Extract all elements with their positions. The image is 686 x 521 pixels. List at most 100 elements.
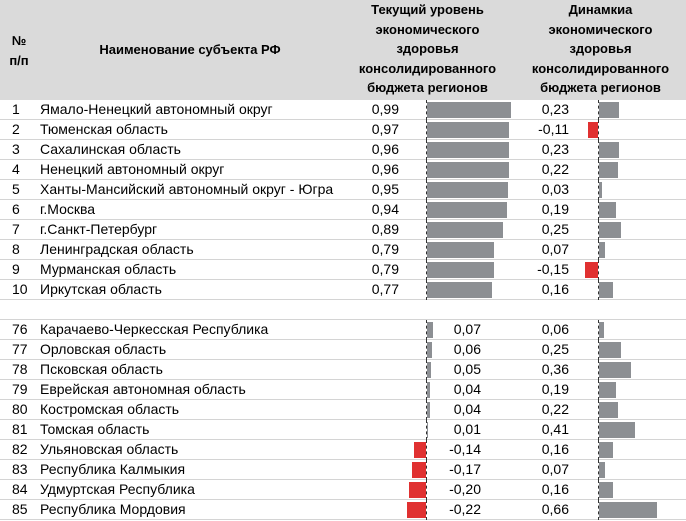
header-line: бюджета регионов [540,80,661,95]
region-name: Еврейская автономная область [40,381,246,397]
bar-axis [598,100,599,120]
bar-axis [598,320,599,340]
bar-axis [426,500,427,520]
current-value: 0,99 [371,101,399,117]
row-number: 10 [12,281,28,297]
current-value: -0,20 [449,481,481,497]
region-name: Костромская область [40,401,180,417]
current-value: 0,95 [371,181,399,197]
current-value: 0,77 [371,281,399,297]
dynamics-value: 0,16 [541,441,569,457]
header-num-line: № [11,33,27,48]
current-data-bar [427,182,508,198]
bar-axis [598,420,599,440]
bar-axis [598,400,599,420]
current-value: 0,89 [371,221,399,237]
header-line: здоровья [569,41,632,56]
current-value: 0,97 [371,121,399,137]
dynamics-data-bar [599,142,620,158]
current-data-bar [427,242,495,258]
row-number: 83 [12,461,28,477]
dynamics-value: 0,36 [541,361,569,377]
bar-axis [426,280,427,300]
region-name: Ульяновская область [40,441,179,457]
current-data-bar [427,402,431,418]
table-row: 7 г.Санкт-Петербург 0,89 0,25 [0,220,686,240]
dynamics-value: 0,25 [541,341,569,357]
dynamics-value: 0,07 [541,241,569,257]
row-number: 82 [12,441,28,457]
row-number: 4 [12,161,20,177]
dynamics-value: 0,25 [541,221,569,237]
dynamics-value: 0,16 [541,481,569,497]
table-header: № п/п Наименование субъекта РФ Текущий у… [0,0,686,100]
current-data-bar [427,262,495,278]
table-row: 78 Псковская область 0,05 0,36 [0,360,686,380]
bar-axis [426,440,427,460]
table-row: 82 Ульяновская область -0,14 0,16 [0,440,686,460]
dynamics-data-bar [599,202,616,218]
row-number: 2 [12,121,20,137]
row-number: 84 [12,481,28,497]
dynamics-value: 0,66 [541,501,569,517]
region-name: Сахалинская область [40,141,181,157]
table-row: 6 г.Москва 0,94 0,19 [0,200,686,220]
current-data-bar [427,422,428,438]
current-value: 0,79 [371,241,399,257]
table-row: 9 Мурманская область 0,79 -0,15 [0,260,686,280]
current-value: 0,94 [371,201,399,217]
dynamics-value: 0,23 [541,101,569,117]
bar-axis [426,200,427,220]
header-line: здоровья [396,41,459,56]
current-value: 0,01 [453,421,481,437]
bar-axis [426,400,427,420]
row-number: 85 [12,501,28,517]
bar-axis [426,380,427,400]
table-row: 2 Тюменская область 0,97 -0,11 [0,120,686,140]
dynamics-value: 0,07 [541,461,569,477]
region-name: Иркутская область [40,281,162,297]
row-number: 3 [12,141,20,157]
bar-axis [598,140,599,160]
dynamics-value: 0,06 [541,321,569,337]
bar-axis [598,380,599,400]
dynamics-value: -0,11 [538,121,569,137]
dynamics-value: 0,16 [541,281,569,297]
header-line: экономического [548,21,653,37]
row-number: 76 [12,321,28,337]
dynamics-value: -0,15 [537,261,569,277]
current-data-bar [427,202,507,218]
region-name: Тюменская область [40,121,168,137]
dynamics-value: 0,19 [541,201,569,217]
table-row: 4 Ненецкий автономный округ 0,96 0,22 [0,160,686,180]
row-number: 80 [12,401,28,417]
table-row: 3 Сахалинская область 0,96 0,23 [0,140,686,160]
current-value: -0,17 [449,461,481,477]
bar-axis [598,180,599,200]
dynamics-data-bar [599,242,606,258]
bar-axis [598,440,599,460]
current-value: 0,04 [453,401,481,417]
blank-row [0,300,686,320]
bar-axis [598,280,599,300]
dynamics-value: 0,23 [541,141,569,157]
dynamics-data-bar [599,162,619,178]
dynamics-data-bar [599,442,614,458]
region-name: Республика Мордовия [40,501,186,517]
current-data-bar [427,362,432,378]
current-value: -0,14 [449,441,481,457]
current-data-bar [409,482,426,498]
bar-axis [426,320,427,340]
current-value: 0,06 [453,341,481,357]
region-name: Удмуртская Республика [40,481,195,497]
region-name: г.Москва [40,201,96,217]
dynamics-value: 0,22 [541,401,569,417]
region-name: Республика Калмыкия [40,461,186,477]
bar-axis [426,460,427,480]
region-name: Псковская область [40,361,163,377]
header-line: Динамкиа [568,2,633,17]
dynamics-data-bar [599,462,606,478]
region-name: г.Санкт-Петербург [40,221,158,237]
table-row: 5 Ханты-Мансийский автономный округ - Югр… [0,180,686,200]
